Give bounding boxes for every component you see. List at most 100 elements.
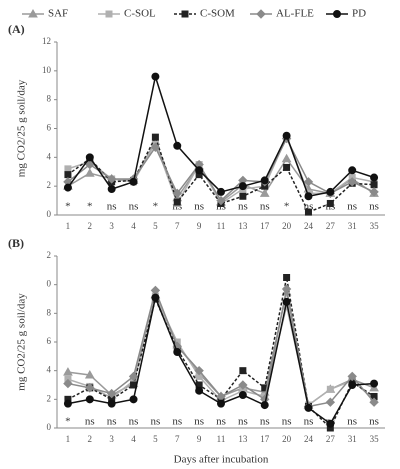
x-tick-label: 11 <box>217 434 226 444</box>
marker <box>173 198 181 206</box>
significance: ns <box>238 201 248 213</box>
marker <box>326 187 335 196</box>
significance: * <box>65 201 71 213</box>
x-tick-label: 35 <box>370 434 380 444</box>
y-tick-label: 0 <box>47 279 52 289</box>
marker <box>304 208 312 216</box>
marker <box>105 10 113 18</box>
x-tick-label: 35 <box>370 221 380 231</box>
significance: ns <box>194 201 204 213</box>
significance: ns <box>172 416 182 428</box>
x-tick-label: 1 <box>66 434 71 444</box>
significance: ns <box>151 416 161 428</box>
x-tick-label: 4 <box>131 434 136 444</box>
marker <box>283 274 291 281</box>
marker <box>63 399 72 408</box>
marker <box>84 168 95 177</box>
marker <box>304 403 313 412</box>
marker <box>195 166 204 175</box>
x-tick-label: 1 <box>66 221 71 231</box>
marker <box>63 378 73 389</box>
marker <box>151 293 160 302</box>
x-tick-label: 24 <box>304 221 314 231</box>
marker <box>129 177 138 186</box>
marker <box>85 383 95 393</box>
marker <box>283 163 291 171</box>
x-tick-label: 2 <box>88 434 93 444</box>
significance: ns <box>347 201 357 213</box>
significance: ns <box>282 416 292 428</box>
significance: ns <box>107 416 117 428</box>
marker <box>282 131 291 140</box>
x-tick-label: 5 <box>153 221 158 231</box>
x-tick-label: 17 <box>260 434 270 444</box>
significance: ns <box>129 201 139 213</box>
x-tick-label: 9 <box>197 221 202 231</box>
panel-title: (A) <box>8 22 25 36</box>
marker <box>84 369 95 379</box>
marker <box>216 195 226 206</box>
marker <box>347 371 357 382</box>
y-tick-label: 2 <box>47 250 52 260</box>
marker <box>217 399 225 408</box>
marker <box>172 188 182 199</box>
x-tick-label: 13 <box>238 434 248 444</box>
significance: ns <box>260 201 270 213</box>
marker <box>370 173 379 182</box>
x-tick-label: 3 <box>109 221 114 231</box>
x-tick-label: 7 <box>175 221 180 231</box>
y-tick-label: 10 <box>42 65 52 75</box>
marker <box>85 153 94 162</box>
x-tick-label: 9 <box>197 434 202 444</box>
marker <box>282 297 291 306</box>
y-axis-label: mg CO2/25 g soil/day <box>16 79 28 177</box>
marker <box>150 142 161 152</box>
significance: ns <box>304 416 314 428</box>
marker <box>325 397 336 407</box>
x-tick-label: 7 <box>175 434 180 444</box>
marker <box>106 174 117 184</box>
marker <box>107 185 116 194</box>
marker <box>259 188 270 197</box>
significance: * <box>284 201 290 213</box>
marker <box>173 141 182 150</box>
significance: ns <box>238 416 248 428</box>
significance: ns <box>216 416 226 428</box>
series-line <box>67 135 375 214</box>
significance: ns <box>369 416 379 428</box>
marker <box>326 385 334 393</box>
marker <box>238 380 248 390</box>
x-tick-label: 20 <box>282 221 292 231</box>
x-tick-label: 2 <box>88 221 93 231</box>
x-tick-label: 27 <box>326 221 336 231</box>
x-tick-label: 27 <box>326 434 336 444</box>
marker <box>217 187 225 196</box>
legend-label: PD <box>352 8 366 20</box>
marker <box>194 365 204 376</box>
panel-title: (B) <box>8 236 24 250</box>
marker <box>239 192 247 200</box>
y-tick-label: 4 <box>47 365 52 375</box>
legend-label: AL-FLE <box>276 8 314 20</box>
significance: ns <box>107 201 117 213</box>
y-tick-label: 0 <box>47 209 52 219</box>
marker <box>173 348 182 357</box>
significance: * <box>65 416 71 428</box>
marker <box>107 399 116 408</box>
y-tick-label: 0 <box>47 422 52 432</box>
y-tick-label: 2 <box>47 180 52 190</box>
significance: ns <box>194 416 204 428</box>
marker <box>63 367 73 376</box>
marker <box>256 9 266 19</box>
x-tick-label: 11 <box>217 221 226 231</box>
y-tick-label: 8 <box>47 94 52 104</box>
legend-label: C-SOM <box>200 8 235 20</box>
marker <box>151 72 160 81</box>
y-tick-label: 8 <box>47 307 52 317</box>
marker <box>128 371 139 382</box>
marker <box>129 395 138 404</box>
x-tick-label: 4 <box>131 221 136 231</box>
x-tick-label: 5 <box>153 434 158 444</box>
marker <box>333 10 341 18</box>
